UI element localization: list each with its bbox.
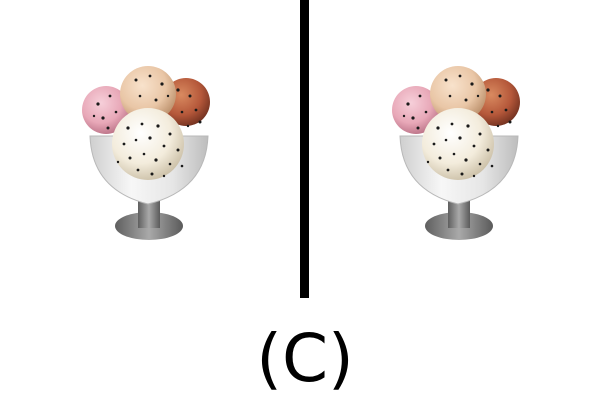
- left-panel: [0, 0, 300, 300]
- caption-label: (C): [256, 320, 354, 397]
- ice-cream-sundae-icon: [388, 66, 528, 244]
- right-panel: [310, 0, 610, 300]
- vertical-divider: [300, 0, 309, 298]
- ice-cream-sundae-icon: [78, 66, 218, 244]
